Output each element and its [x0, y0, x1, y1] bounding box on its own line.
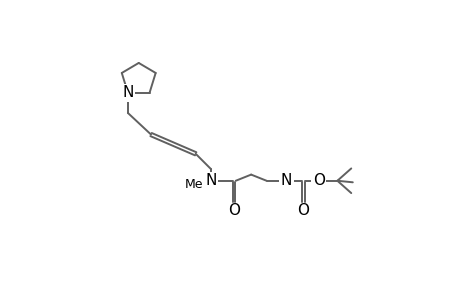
Text: N: N: [280, 173, 291, 188]
Text: Me: Me: [185, 178, 203, 191]
Text: N: N: [122, 85, 134, 100]
Text: O: O: [297, 202, 309, 217]
Text: O: O: [312, 173, 324, 188]
Text: O: O: [228, 202, 240, 217]
Text: N: N: [205, 173, 216, 188]
